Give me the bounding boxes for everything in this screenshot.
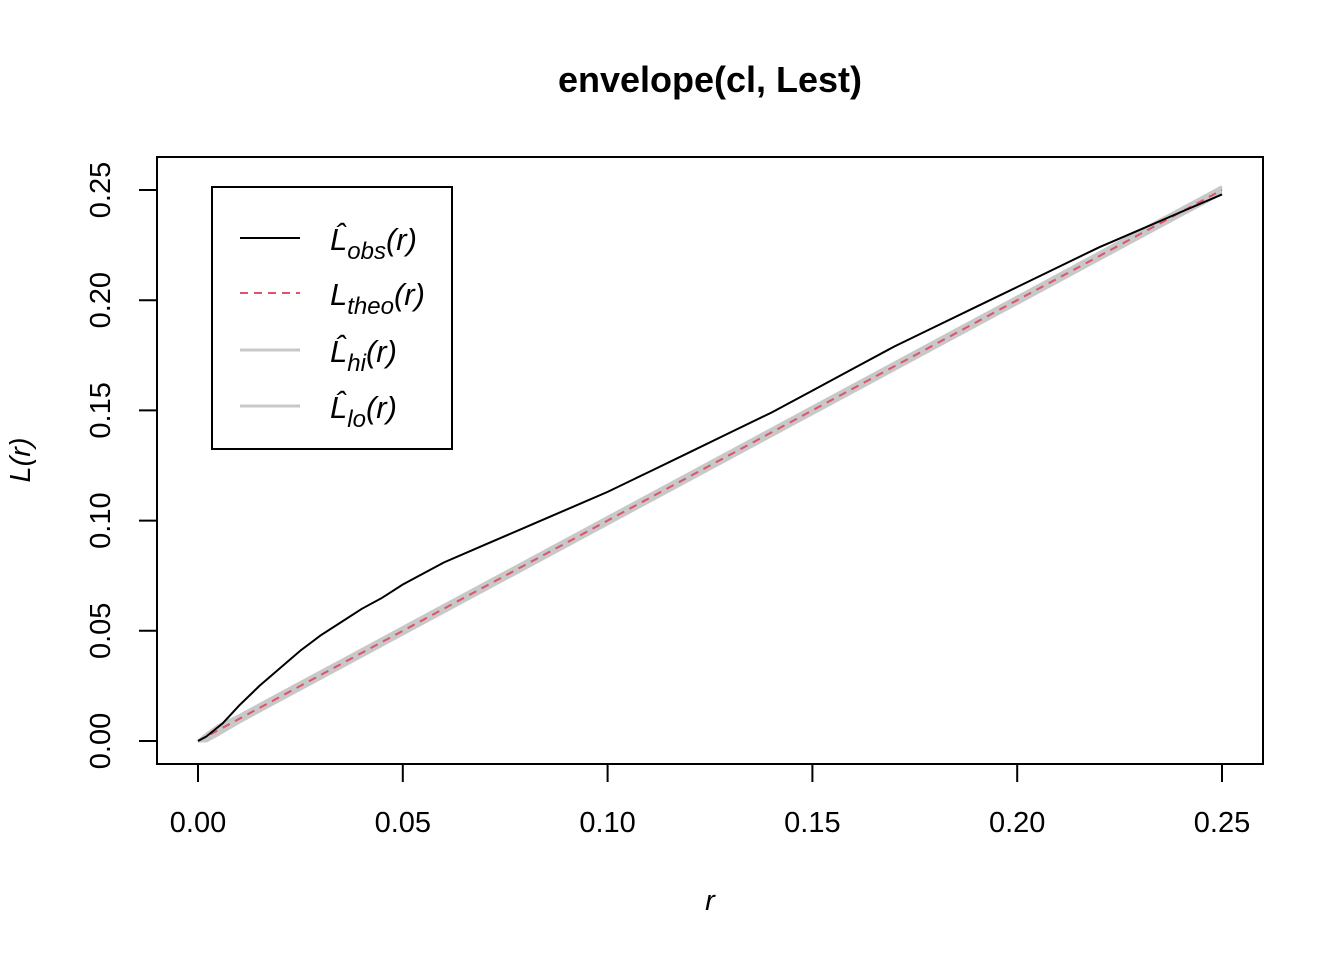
- legend: L̂obs(r) Ltheo(r) L̂hi(r) L̂lo(r): [211, 186, 453, 450]
- x-tick-label: 0.20: [989, 807, 1045, 839]
- y-axis-label: L(r): [5, 437, 37, 482]
- series-lines: [197, 185, 1223, 743]
- x-tick-label: 0.00: [170, 807, 226, 839]
- x-tick-label: 0.10: [579, 807, 635, 839]
- theo-line: [197, 189, 1223, 742]
- x-axis-label: r: [705, 885, 716, 917]
- x-tick-label: 0.15: [784, 807, 840, 839]
- legend-label: L̂hi(r): [330, 333, 397, 377]
- obs-line: [197, 193, 1223, 742]
- y-tick-label: 0.10: [85, 492, 117, 548]
- lo-line: [198, 191, 1223, 743]
- y-tick-label: 0.25: [85, 162, 117, 218]
- x-tick-label: 0.05: [375, 807, 431, 839]
- x-tick-label: 0.25: [1194, 807, 1250, 839]
- hi-line: [197, 185, 1223, 743]
- y-axis: 0.00 0.05 0.10 0.15 0.20 0.25: [85, 162, 158, 769]
- x-axis: 0.00 0.05 0.10 0.15 0.20 0.25: [170, 763, 1250, 839]
- legend-label: L̂obs(r): [330, 221, 417, 265]
- y-tick-label: 0.05: [85, 603, 117, 659]
- y-tick-label: 0.20: [85, 272, 117, 328]
- y-tick-label: 0.15: [85, 382, 117, 438]
- legend-label: Ltheo(r): [330, 277, 425, 320]
- chart-title: envelope(cl, Lest): [558, 59, 862, 100]
- legend-label: L̂lo(r): [330, 389, 397, 433]
- y-tick-label: 0.00: [85, 713, 117, 769]
